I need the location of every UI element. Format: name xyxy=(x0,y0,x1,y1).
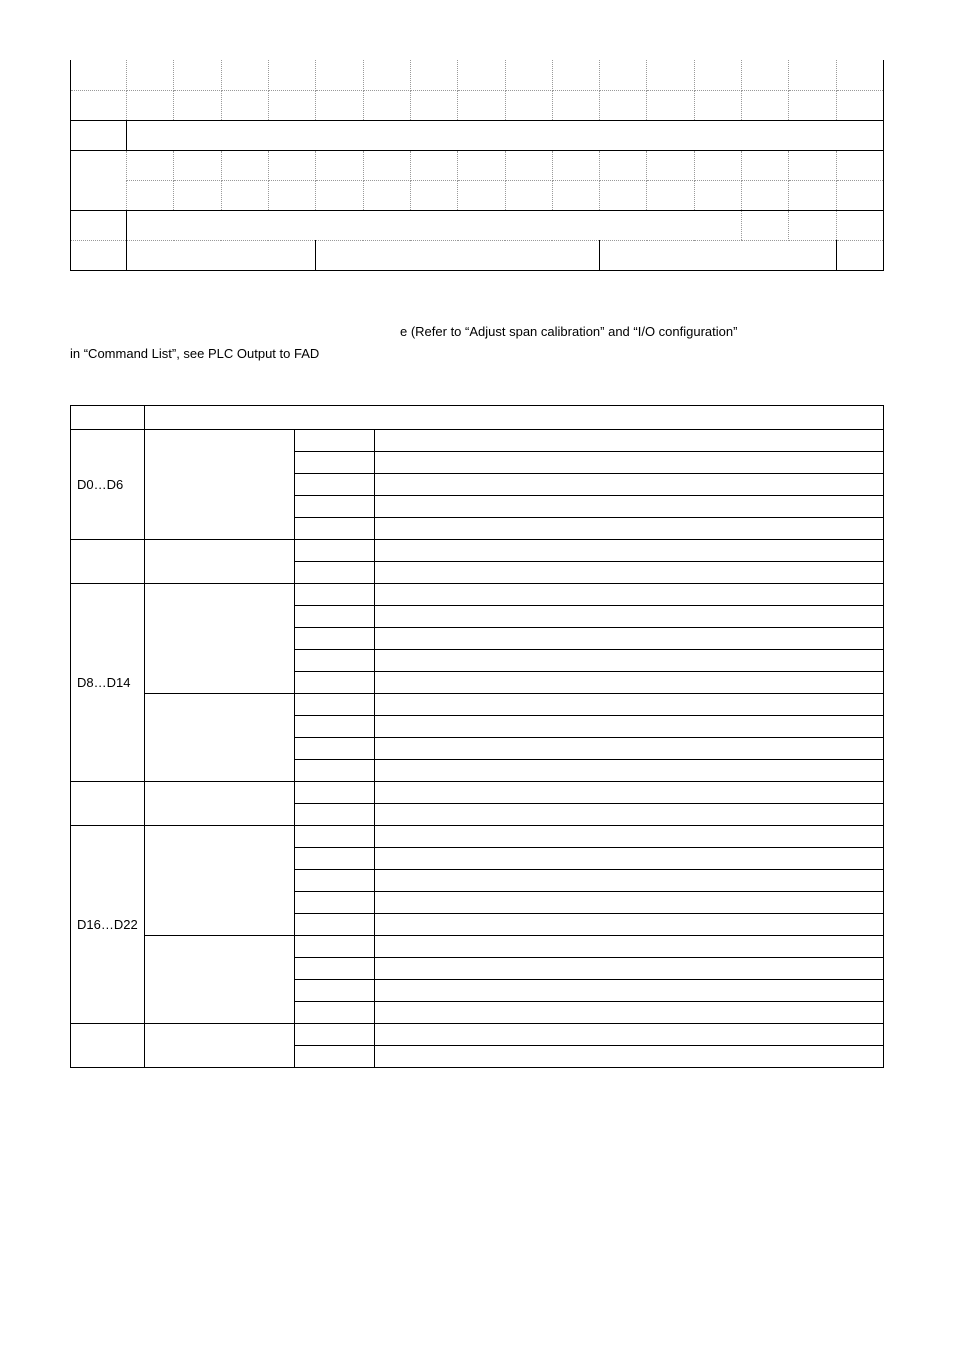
merged-cell xyxy=(127,210,742,240)
table-row: D8…D14 xyxy=(71,583,884,605)
merged-cell xyxy=(836,240,883,270)
table-row xyxy=(71,935,884,957)
table-row xyxy=(71,120,884,150)
table-row: D16…D22 xyxy=(71,825,884,847)
table-row xyxy=(71,405,884,429)
cell xyxy=(145,583,295,693)
table-row xyxy=(71,90,884,120)
para-line1: e (Refer to “Adjust span calibration” an… xyxy=(70,321,884,343)
cell xyxy=(145,781,295,825)
merged-cell xyxy=(316,240,600,270)
group-label xyxy=(71,1023,145,1067)
row-label xyxy=(71,150,127,210)
table-row xyxy=(71,240,884,270)
body-paragraph: e (Refer to “Adjust span calibration” an… xyxy=(70,321,884,365)
lower-definition-table: D0…D6 D8…D14 D16…D22 xyxy=(70,405,884,1068)
table-row xyxy=(71,539,884,561)
row-label xyxy=(71,120,127,150)
table-row xyxy=(71,180,884,210)
table-row xyxy=(71,693,884,715)
cell xyxy=(295,429,375,451)
upper-bit-table xyxy=(70,60,884,271)
para-line2: in “Command List”, see PLC Output to FAD xyxy=(70,343,884,365)
group-label xyxy=(71,781,145,825)
group-label: D16…D22 xyxy=(71,825,145,1023)
header-cell xyxy=(145,405,884,429)
table-row: D0…D6 xyxy=(71,429,884,451)
row-label xyxy=(71,60,127,90)
table-row xyxy=(71,781,884,803)
merged-cell xyxy=(127,120,884,150)
row-label xyxy=(71,210,127,240)
cell xyxy=(145,693,295,781)
cell xyxy=(145,429,295,539)
cell xyxy=(145,1023,295,1067)
table-row xyxy=(71,1023,884,1045)
table-row xyxy=(71,150,884,180)
cell xyxy=(145,825,295,935)
row-label xyxy=(71,90,127,120)
cell xyxy=(375,429,884,451)
group-label xyxy=(71,539,145,583)
group-label: D0…D6 xyxy=(71,429,145,539)
header-cell xyxy=(71,405,145,429)
row-label xyxy=(71,240,127,270)
group-label: D8…D14 xyxy=(71,583,145,781)
cell xyxy=(145,935,295,1023)
table-row xyxy=(71,60,884,90)
table-row xyxy=(71,210,884,240)
merged-cell xyxy=(600,240,837,270)
cell xyxy=(145,539,295,583)
merged-cell xyxy=(127,240,316,270)
